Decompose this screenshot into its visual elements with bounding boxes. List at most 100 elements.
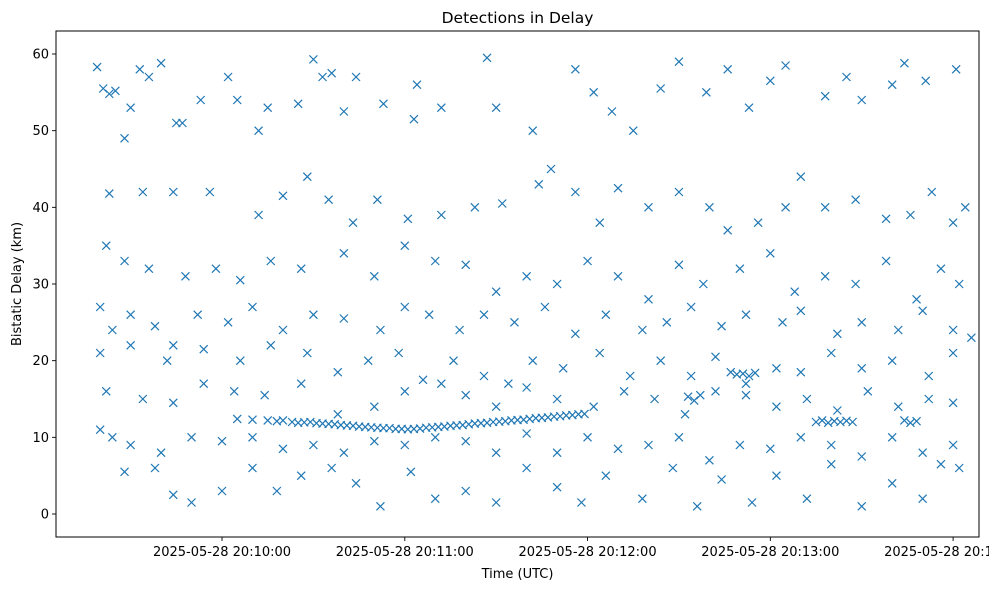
data-point-x-marker [644,294,653,304]
data-point-x-marker [674,432,684,442]
data-point-x-marker [120,256,129,266]
data-point-x-marker [613,444,623,454]
data-point-x-marker [738,369,748,379]
data-point-x-marker [851,279,861,289]
data-point-x-marker [302,348,312,358]
data-point-x-marker [918,306,928,316]
data-point-x-marker [263,103,273,113]
data-point-x-marker [817,416,827,425]
data-point-x-marker [744,371,754,381]
data-point-x-marker [851,195,861,205]
data-point-x-marker [107,325,117,335]
data-point-x-marker [339,107,349,116]
data-point-x-marker [394,348,404,358]
data-point-x-marker [339,448,349,458]
data-point-x-marker [110,86,120,96]
data-point-x-marker [580,409,589,419]
data-point-x-marker [308,54,318,64]
data-point-x-marker [187,432,196,442]
data-point-x-marker [790,287,800,297]
data-point-x-marker [333,367,343,377]
data-point-x-marker [899,416,909,425]
data-point-x-marker [826,348,836,358]
data-point-x-marker [711,352,720,362]
data-point-x-marker [704,455,714,465]
data-point-x-marker [680,409,690,419]
y-tick-label: 0 [41,508,49,523]
data-point-x-marker [324,195,334,205]
y-axis-label: Bistatic Delay (km) [10,222,25,346]
data-point-x-marker [412,80,422,90]
data-point-x-marker [820,202,830,212]
data-point-x-marker [772,363,781,373]
data-point-x-marker [948,398,958,408]
data-point-x-marker [589,87,599,97]
data-point-x-marker [683,392,693,402]
data-point-x-marker [695,390,705,400]
data-point-x-marker [193,310,203,320]
data-point-x-marker [248,463,257,473]
data-point-x-marker [187,498,196,507]
data-point-x-marker [510,317,519,327]
data-point-x-marker [726,367,736,377]
data-point-x-marker [650,394,660,404]
data-point-x-marker [278,325,288,335]
data-point-x-marker [577,498,586,507]
data-point-x-marker [820,91,830,101]
data-point-x-marker [126,340,136,350]
data-point-x-marker [781,202,790,212]
data-point-x-marker [601,471,611,481]
y-axis-ticks: 0 10 20 30 40 50 60 [32,48,56,523]
data-point-x-marker [138,394,148,404]
data-point-x-marker [528,356,538,366]
plot-area: 2025-05-28 20:10:00 2025-05-28 20:11:00 20… [32,30,989,560]
data-point-x-marker [308,310,318,320]
y-tick-label: 20 [32,354,49,369]
data-point-x-marker [778,317,787,327]
data-point-x-marker [248,432,257,442]
data-point-x-marker [744,103,754,113]
data-point-x-marker [832,329,842,339]
data-point-x-marker [278,444,288,454]
data-point-x-marker [583,256,592,266]
data-point-x-marker [351,478,361,488]
data-point-x-marker [168,398,178,408]
data-point-x-marker [918,494,928,504]
data-point-x-marker [701,87,711,97]
data-point-x-marker [668,463,678,473]
data-point-x-marker [168,187,178,197]
data-point-x-marker [254,210,263,220]
data-point-x-marker [196,95,206,105]
data-point-x-marker [248,415,257,425]
data-point-x-marker [351,72,361,82]
data-point-x-marker [400,302,410,312]
data-point-x-marker [936,459,946,469]
data-point-x-marker [863,386,873,396]
data-point-x-marker [686,302,696,312]
data-point-x-marker [266,256,276,266]
data-point-x-marker [656,356,666,366]
data-point-x-marker [820,271,830,281]
data-point-x-marker [711,386,720,396]
x-tick-label: 2025-05-28 20:14:00 [884,545,989,560]
data-point-x-marker [266,340,276,350]
data-point-x-marker [104,89,114,99]
data-point-x-marker [644,202,653,212]
data-point-x-marker [583,432,592,442]
data-point-x-marker [887,432,897,442]
data-point-x-marker [765,248,775,258]
data-point-x-marker [912,416,921,426]
data-point-x-marker [418,375,428,385]
data-point-x-marker [607,107,617,116]
data-point-x-marker [552,482,562,492]
data-point-x-marker [723,225,733,235]
data-point-x-marker [424,310,434,320]
data-point-x-marker [126,310,136,320]
data-point-x-marker [528,126,538,136]
data-point-x-marker [948,218,958,228]
data-point-x-marker [552,394,562,404]
data-point-x-marker [692,501,702,511]
data-point-x-marker [698,279,708,289]
data-point-x-marker [826,440,836,450]
x-tick-label: 2025-05-28 20:10:00 [153,545,291,560]
